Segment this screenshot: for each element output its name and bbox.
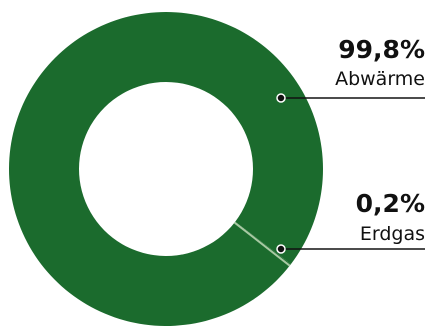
slice-0 [9, 11, 324, 326]
slice-abwaerme-percent: 99,8% [338, 35, 425, 64]
leader-dot-0 [276, 93, 286, 103]
slice-erdgas-percent: 0,2% [356, 189, 425, 218]
slice-erdgas-label: Erdgas [360, 223, 425, 245]
slice-abwaerme-label: Abwärme [335, 68, 425, 90]
leaders-group [276, 93, 425, 254]
slice-separator [233, 221, 291, 267]
slices-group [9, 11, 324, 326]
leader-dot-1 [276, 244, 286, 254]
